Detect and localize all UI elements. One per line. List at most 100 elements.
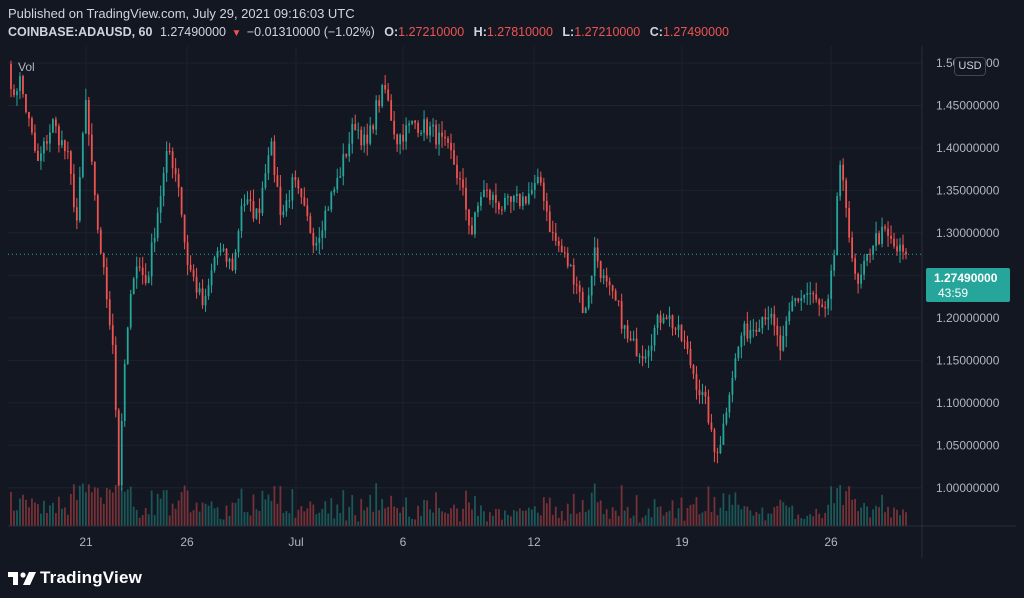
close-value: 1.27490000 [662,25,729,39]
candle [644,349,647,363]
volume-bar [255,509,258,526]
volume-bar [695,497,698,526]
candle-body [815,294,818,300]
candle-body [471,225,473,235]
candle-body [444,136,446,139]
candle-body [111,325,114,345]
candle [381,83,384,109]
candle [114,336,117,418]
candle-body [84,100,87,134]
candle [49,124,51,153]
volume-bar [381,498,384,526]
candle [812,290,815,304]
candle [147,271,150,284]
candle-body [893,238,895,247]
volume-bar [722,493,725,526]
volume-bar [306,508,309,526]
tradingview-logo[interactable]: TradingView [8,568,142,588]
candle [857,272,860,294]
candle [587,287,590,311]
volume-bar [587,509,590,526]
candle-body [770,313,773,318]
candle [878,230,880,246]
candle-body [474,212,476,235]
candle-body [836,196,839,256]
candle [405,117,408,150]
symbol-label[interactable]: COINBASE:ADAUSD, 60 [8,25,153,39]
candle-body [638,356,641,358]
candle [303,187,306,207]
volume-bar [471,509,473,526]
volume-bar [608,518,611,526]
volume-bar [375,483,378,526]
volume-bar [267,494,270,526]
candle [503,193,506,212]
candle [554,222,557,246]
candle-body [225,248,228,262]
candle-body [680,324,683,341]
candle-body [315,243,318,246]
candle-body [740,335,743,348]
x-tick-label: Jul [288,535,303,549]
candle-body [46,141,48,144]
volume-bar [878,507,880,526]
candle-body [761,316,764,329]
candle [52,118,54,134]
volume-bar [533,506,536,526]
volume-bar [447,513,449,526]
candle-body [530,189,533,194]
volume-bar [81,483,84,526]
volume-bar [794,519,797,526]
volume-bar [129,486,132,526]
candle [722,413,725,445]
volume-bar [731,504,734,526]
volume-bar [426,500,428,526]
candle [46,134,48,151]
candle-body [120,420,123,486]
candle-body [752,329,755,331]
candle-body [75,207,78,221]
candle [701,383,704,404]
candle-body [668,315,671,320]
volume-bar [623,510,626,526]
volume-bar [492,515,494,526]
candle [755,321,758,337]
candle-body [450,142,452,151]
candle-body [366,134,369,144]
candle-body [432,124,434,127]
candle [830,264,833,311]
volume-bar [614,510,617,526]
candle-body [578,285,581,292]
candle [318,227,321,255]
candle-body [842,164,845,181]
candle [78,166,81,223]
volume-bar [210,501,213,526]
high-value: 1.27810000 [486,25,553,39]
candle [336,168,339,193]
candle-body [132,278,135,294]
candle [542,177,545,211]
candle-body [435,124,437,145]
candle-body [99,229,102,254]
volume-bar [204,503,207,526]
candle-body [102,253,105,268]
candle-body [342,154,345,177]
candle [749,320,752,344]
candle [333,186,336,196]
volume-bar [120,487,123,526]
candle [689,341,692,369]
candle [462,168,464,196]
candle-body [453,150,455,165]
currency-button[interactable]: USD [954,57,986,76]
candle-body [602,275,605,279]
volume-bar [93,487,96,526]
candle [614,288,617,301]
candle [66,141,69,160]
volume-bar [147,514,150,526]
candle-body [31,118,33,133]
candle-body [863,261,865,275]
x-tick-label: 26 [824,535,838,549]
volume-bar [72,484,75,526]
candle-body [49,132,51,144]
